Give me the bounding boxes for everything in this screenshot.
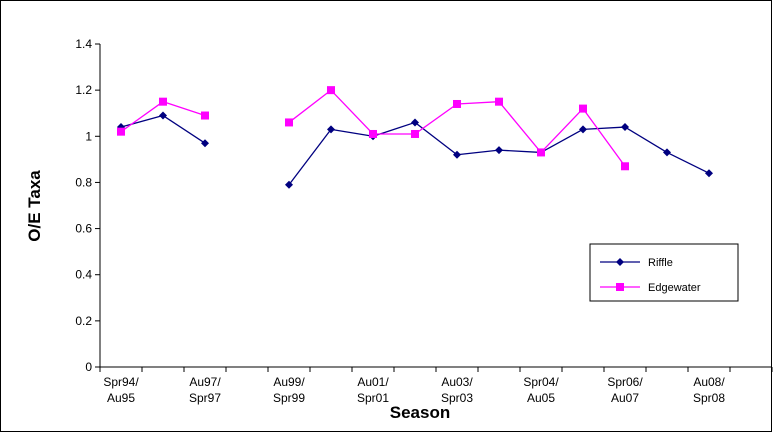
series-line-segment bbox=[666, 151, 710, 174]
data-point-riffle bbox=[705, 169, 713, 178]
series-line-segment bbox=[582, 126, 626, 131]
x-tick-label-line2: Spr08 bbox=[693, 391, 725, 405]
y-tick-label: 1.4 bbox=[75, 37, 92, 51]
y-tick-label: 0.6 bbox=[75, 222, 92, 236]
data-point-edgewater bbox=[579, 104, 587, 113]
series-edgewater bbox=[117, 86, 629, 171]
legend-edgewater-label: Edgewater bbox=[648, 282, 701, 294]
series-line-segment bbox=[330, 89, 374, 135]
x-tick-label-line2: Spr03 bbox=[441, 391, 473, 405]
data-point-riffle bbox=[579, 125, 587, 134]
data-point-riffle bbox=[495, 146, 503, 155]
series-line-segment bbox=[414, 103, 458, 135]
y-tick-label: 0.4 bbox=[75, 268, 92, 282]
data-point-edgewater bbox=[453, 99, 461, 108]
data-point-edgewater bbox=[495, 97, 503, 106]
data-point-edgewater bbox=[159, 97, 167, 106]
series-line-segment bbox=[288, 128, 332, 186]
legend-riffle-label: Riffle bbox=[648, 257, 673, 269]
data-point-edgewater bbox=[285, 118, 293, 127]
data-point-edgewater bbox=[411, 129, 419, 138]
data-point-edgewater bbox=[201, 111, 209, 120]
x-tick-label-line1: Au03/ bbox=[441, 375, 473, 389]
x-tick-label-line1: Au01/ bbox=[357, 375, 389, 389]
series-line-segment bbox=[582, 108, 626, 167]
data-point-riffle bbox=[663, 148, 671, 157]
series-line-segment bbox=[498, 149, 542, 154]
series-line-segment bbox=[498, 101, 542, 153]
x-axis-title: Season bbox=[390, 403, 450, 422]
axes: 0 0.2 0.4 0.6 0.8 1 1.2 1.4 Spr94/Au95 Au97/Spr97… bbox=[75, 37, 773, 405]
x-tick-label-line1: Spr94/ bbox=[103, 375, 139, 389]
series-line-segment bbox=[456, 149, 500, 156]
data-point-edgewater bbox=[327, 86, 335, 95]
series-riffle bbox=[117, 111, 713, 189]
series-line-segment bbox=[414, 121, 458, 156]
x-tick-label-line1: Spr04/ bbox=[523, 375, 559, 389]
data-point-riffle bbox=[621, 123, 629, 132]
x-tick-label-line2: Au05 bbox=[527, 391, 555, 405]
series-line-segment bbox=[162, 101, 206, 117]
y-tick-label: 1 bbox=[85, 129, 92, 143]
data-point-riffle bbox=[285, 180, 293, 189]
series-line-segment bbox=[330, 128, 374, 137]
data-point-riffle bbox=[453, 150, 461, 159]
data-point-edgewater bbox=[537, 148, 545, 157]
data-point-riffle bbox=[327, 125, 335, 134]
series-line-segment bbox=[456, 101, 500, 105]
series-line-segment bbox=[540, 108, 584, 153]
x-tick-label-line1: Au99/ bbox=[273, 375, 305, 389]
y-tick-label: 0.2 bbox=[75, 314, 92, 328]
series-line-segment bbox=[624, 126, 668, 153]
data-point-riffle bbox=[159, 111, 167, 120]
series-line-segment bbox=[162, 114, 206, 144]
y-tick-label: 0 bbox=[85, 360, 92, 374]
x-tick-label-line2: Spr01 bbox=[357, 391, 389, 405]
y-tick-label: 0.8 bbox=[75, 175, 92, 189]
legend: Riffle Edgewater bbox=[589, 243, 739, 302]
x-tick-label-line2: Au07 bbox=[611, 391, 639, 405]
data-point-riffle bbox=[411, 118, 419, 127]
legend-edgewater-marker bbox=[616, 283, 624, 291]
series-line-segment bbox=[540, 128, 584, 154]
x-tick-label-line1: Au97/ bbox=[189, 375, 221, 389]
y-axis-title: O/E Taxa bbox=[25, 170, 44, 242]
series-line-segment bbox=[120, 101, 164, 133]
data-point-edgewater bbox=[369, 129, 377, 138]
x-tick-label-line2: Spr99 bbox=[273, 391, 305, 405]
y-tick-label: 1.2 bbox=[75, 83, 92, 97]
series-line-segment bbox=[120, 114, 164, 128]
x-tick-label-line2: Au95 bbox=[107, 391, 135, 405]
data-point-riffle bbox=[201, 139, 209, 148]
series-layer bbox=[117, 86, 713, 189]
data-point-edgewater bbox=[117, 127, 125, 136]
data-point-edgewater bbox=[621, 162, 629, 171]
x-tick-label-line1: Spr06/ bbox=[607, 375, 643, 389]
legend-riffle-marker bbox=[616, 258, 624, 266]
x-tick-label-line1: Au08/ bbox=[693, 375, 725, 389]
x-tick-label-line2: Spr97 bbox=[189, 391, 221, 405]
series-line-segment bbox=[288, 89, 332, 123]
legend-box bbox=[589, 243, 739, 302]
